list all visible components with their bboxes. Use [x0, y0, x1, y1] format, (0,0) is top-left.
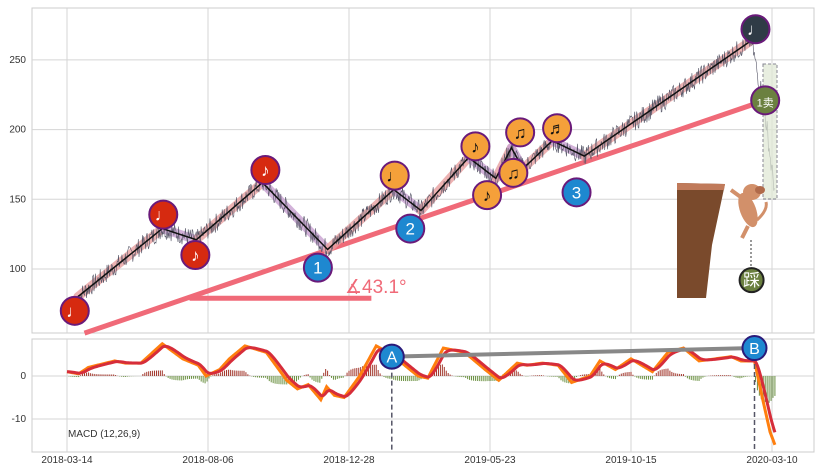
signal-marker-circle — [302, 252, 333, 283]
x-tick-label: 2018-03-14 — [41, 455, 93, 466]
signal-marker: ♪ — [472, 180, 503, 211]
macd-y-tick-label: -10 — [12, 414, 27, 425]
signal-marker: ♩ — [740, 14, 771, 45]
divergence-line — [391, 346, 755, 359]
signal-marker-label: 3 — [572, 183, 581, 202]
signal-marker-circle — [59, 295, 90, 326]
dog-image — [729, 184, 768, 239]
x-tick-label: 2019-05-23 — [464, 455, 516, 466]
divergence-marker — [741, 335, 768, 362]
dog-leg — [740, 225, 750, 239]
macd-label: MACD (12,26,9) — [68, 429, 140, 440]
signal-marker-label: 1 — [313, 259, 322, 278]
signal-marker: ♬ — [542, 113, 573, 144]
divergence-marker — [378, 343, 405, 370]
signal-marker: ♪ — [180, 240, 211, 271]
signal-marker-circle — [750, 85, 781, 116]
signal-marker-circle — [250, 155, 281, 186]
signal-marker-label: ♩ — [747, 20, 764, 39]
trendline — [83, 97, 767, 336]
dog-ear — [755, 186, 765, 194]
signal-marker-label: ♪ — [471, 137, 480, 156]
signal-line — [66, 344, 777, 433]
sell-zone-box — [762, 63, 778, 200]
macd-y-tick-label: 0 — [20, 371, 26, 382]
x-tick-label: 2018-12-28 — [323, 455, 375, 466]
signal-marker-label: ♩ — [386, 167, 403, 186]
y-tick-label: 250 — [9, 55, 26, 66]
y-tick-label: 200 — [9, 125, 26, 136]
divergence-marker-label: B — [749, 341, 760, 358]
signal-marker: 1卖 — [750, 85, 781, 116]
signal-marker-label: ♩ — [66, 302, 83, 321]
x-tick-label: 2020-03-10 — [746, 455, 798, 466]
signal-marker-label: ♬ — [549, 119, 566, 138]
signal-marker-label: 1卖 — [757, 96, 774, 109]
divergence-marker-label: A — [386, 350, 397, 367]
signal-marker-label: ♪ — [191, 246, 200, 265]
signal-marker-circle — [379, 160, 410, 191]
signal-marker-circle — [542, 113, 573, 144]
x-tick-label: 2018-08-06 — [182, 455, 234, 466]
angle-label: ∡43.1° — [345, 277, 407, 298]
signal-marker-circle — [505, 117, 536, 148]
zigzag-line — [77, 39, 753, 298]
signal-marker-circle — [498, 157, 529, 188]
step-marker-circle — [738, 267, 765, 294]
signal-marker-circle — [561, 177, 592, 208]
cliff-top — [677, 183, 725, 190]
signal-marker-circle — [180, 240, 211, 271]
x-tick-label: 2019-10-15 — [605, 455, 657, 466]
price-series — [77, 30, 775, 304]
dog-arm — [729, 188, 744, 200]
dog-tail — [755, 201, 768, 222]
signal-marker-label: ♫ — [507, 164, 520, 183]
signal-marker-circle — [472, 180, 503, 211]
signal-marker: 3 — [561, 177, 592, 208]
signal-marker-label: ♫ — [514, 123, 527, 142]
cliff-image — [677, 183, 725, 298]
macd-line — [66, 341, 777, 446]
signal-marker: ♩ — [148, 199, 179, 230]
signal-marker-circle — [395, 213, 426, 244]
signal-marker-circle — [740, 14, 771, 45]
signal-marker: ♫ — [498, 157, 529, 188]
signal-marker-label: 2 — [406, 220, 415, 239]
signal-marker: 2 — [395, 213, 426, 244]
step-marker-label: 踩 — [743, 271, 760, 290]
signal-marker-circle — [148, 199, 179, 230]
signal-marker: ♫ — [505, 117, 536, 148]
signal-marker: ♩ — [379, 160, 410, 191]
signal-marker: 1 — [302, 252, 333, 283]
signal-marker: ♩ — [59, 295, 90, 326]
signal-marker-label: ♩ — [155, 206, 172, 225]
y-tick-label: 150 — [9, 194, 26, 205]
step-marker: 踩 — [738, 267, 765, 294]
y-tick-label: 100 — [9, 264, 26, 275]
signal-marker-circle — [460, 131, 491, 162]
signal-marker: ♪ — [460, 131, 491, 162]
signal-marker: ♪ — [250, 155, 281, 186]
dog-body — [738, 192, 758, 228]
signal-marker-label: ♪ — [261, 161, 270, 180]
signal-marker-label: ♪ — [483, 186, 492, 205]
